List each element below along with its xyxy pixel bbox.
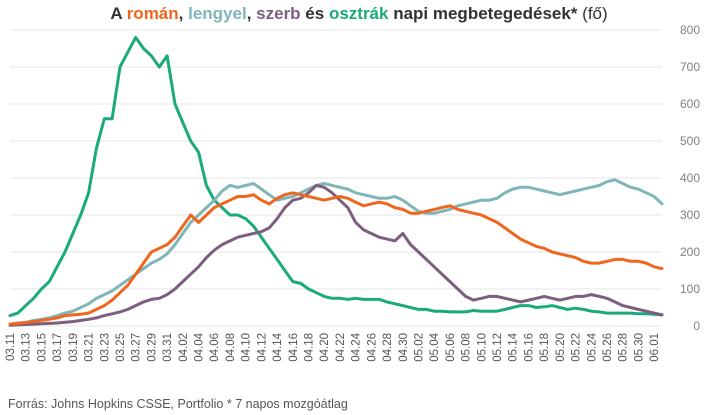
x-tick-label: 04.30: [398, 333, 410, 362]
x-tick-label: 03.15: [36, 333, 48, 362]
x-tick-label: 03.13: [21, 333, 33, 362]
x-tick-label: 04.06: [209, 333, 221, 362]
x-tick-label: 05.12: [492, 333, 504, 362]
x-tick-label: 04.26: [366, 333, 378, 362]
x-tick-label: 05.24: [586, 332, 598, 361]
title-a: A: [110, 4, 127, 23]
x-tick-label: 06.01: [649, 333, 661, 362]
y-tick-label: 100: [680, 282, 700, 296]
x-tick-label: 04.14: [272, 332, 284, 361]
x-tick-label: 03.29: [146, 333, 158, 362]
x-tick-label: 04.22: [335, 333, 347, 362]
series-line-lengyel: [8, 178, 664, 326]
y-tick-label: 200: [680, 245, 700, 259]
x-tick-label: 05.14: [508, 332, 520, 361]
title-lengyel: lengyel: [188, 4, 247, 23]
y-tick-label: 0: [693, 319, 700, 333]
series-line-osztrák: [8, 35, 664, 318]
x-tick-label: 03.17: [52, 333, 64, 362]
x-tick-label: 04.02: [178, 333, 190, 362]
title-roman: román: [126, 4, 179, 23]
x-tick-label: 04.18: [304, 333, 316, 362]
x-axis-ticks: 03.11 03.13 03.15 03.17 03.19 03.21 03.23 03.25…: [5, 332, 661, 361]
x-tick-label: 05.08: [461, 333, 473, 362]
footer-note: * 7 napos mozgóátlag: [226, 397, 348, 411]
grid-lines: [10, 29, 662, 327]
x-tick-label: 05.06: [445, 333, 457, 362]
y-tick-label: 500: [680, 134, 700, 148]
x-tick-label: 04.04: [194, 332, 206, 361]
x-tick-label: 05.26: [602, 333, 614, 362]
x-tick-label: 05.18: [539, 333, 551, 362]
y-tick-label: 700: [680, 60, 700, 74]
x-tick-label: 04.20: [319, 333, 331, 362]
x-tick-label: 05.04: [429, 332, 441, 361]
title-sep1: ,: [178, 4, 189, 23]
x-tick-label: 05.20: [555, 333, 567, 362]
title-osztrak: osztrák: [328, 4, 389, 23]
y-tick-label: 300: [680, 208, 700, 222]
x-tick-label: 05.02: [413, 333, 425, 362]
x-tick-label: 05.30: [633, 333, 645, 362]
x-tick-label: 04.12: [256, 333, 268, 362]
x-tick-label: 03.27: [131, 333, 143, 362]
x-tick-label: 05.28: [618, 333, 630, 362]
y-axis-ticks: 0 100 200 300 400 500 600 700 800: [680, 23, 700, 333]
x-tick-label: 04.28: [382, 333, 394, 362]
x-tick-label: 05.16: [523, 333, 535, 362]
x-tick-label: 05.22: [571, 333, 583, 362]
title-unit: (fő): [577, 4, 608, 23]
series-lines: [8, 35, 664, 327]
chart-title: A román, lengyel, szerb és osztrák napi …: [0, 4, 718, 24]
title-rest: napi megbetegedések*: [388, 4, 578, 23]
y-tick-label: 800: [680, 23, 700, 37]
x-tick-label: 03.23: [99, 333, 111, 362]
x-tick-label: 04.10: [241, 333, 253, 362]
x-tick-label: 04.08: [225, 333, 237, 362]
x-tick-label: 03.21: [84, 333, 96, 362]
x-tick-label: 04.24: [351, 332, 363, 361]
title-es: és: [300, 4, 329, 23]
series-line-román: [8, 191, 664, 326]
y-tick-label: 600: [680, 97, 700, 111]
title-szerb: szerb: [256, 4, 301, 23]
x-tick-label: 04.16: [288, 333, 300, 362]
x-tick-label: 03.11: [5, 333, 17, 361]
x-tick-label: 05.10: [476, 333, 488, 362]
footer-source: Forrás: Johns Hopkins CSSE, Portfolio: [8, 397, 224, 411]
chart-footer: Forrás: Johns Hopkins CSSE, Portfolio * …: [8, 397, 348, 411]
title-sep2: ,: [246, 4, 257, 23]
x-tick-label: 03.19: [68, 333, 80, 362]
x-tick-label: 03.25: [115, 333, 127, 362]
y-tick-label: 400: [680, 171, 700, 185]
x-tick-label: 03.31: [162, 333, 174, 362]
